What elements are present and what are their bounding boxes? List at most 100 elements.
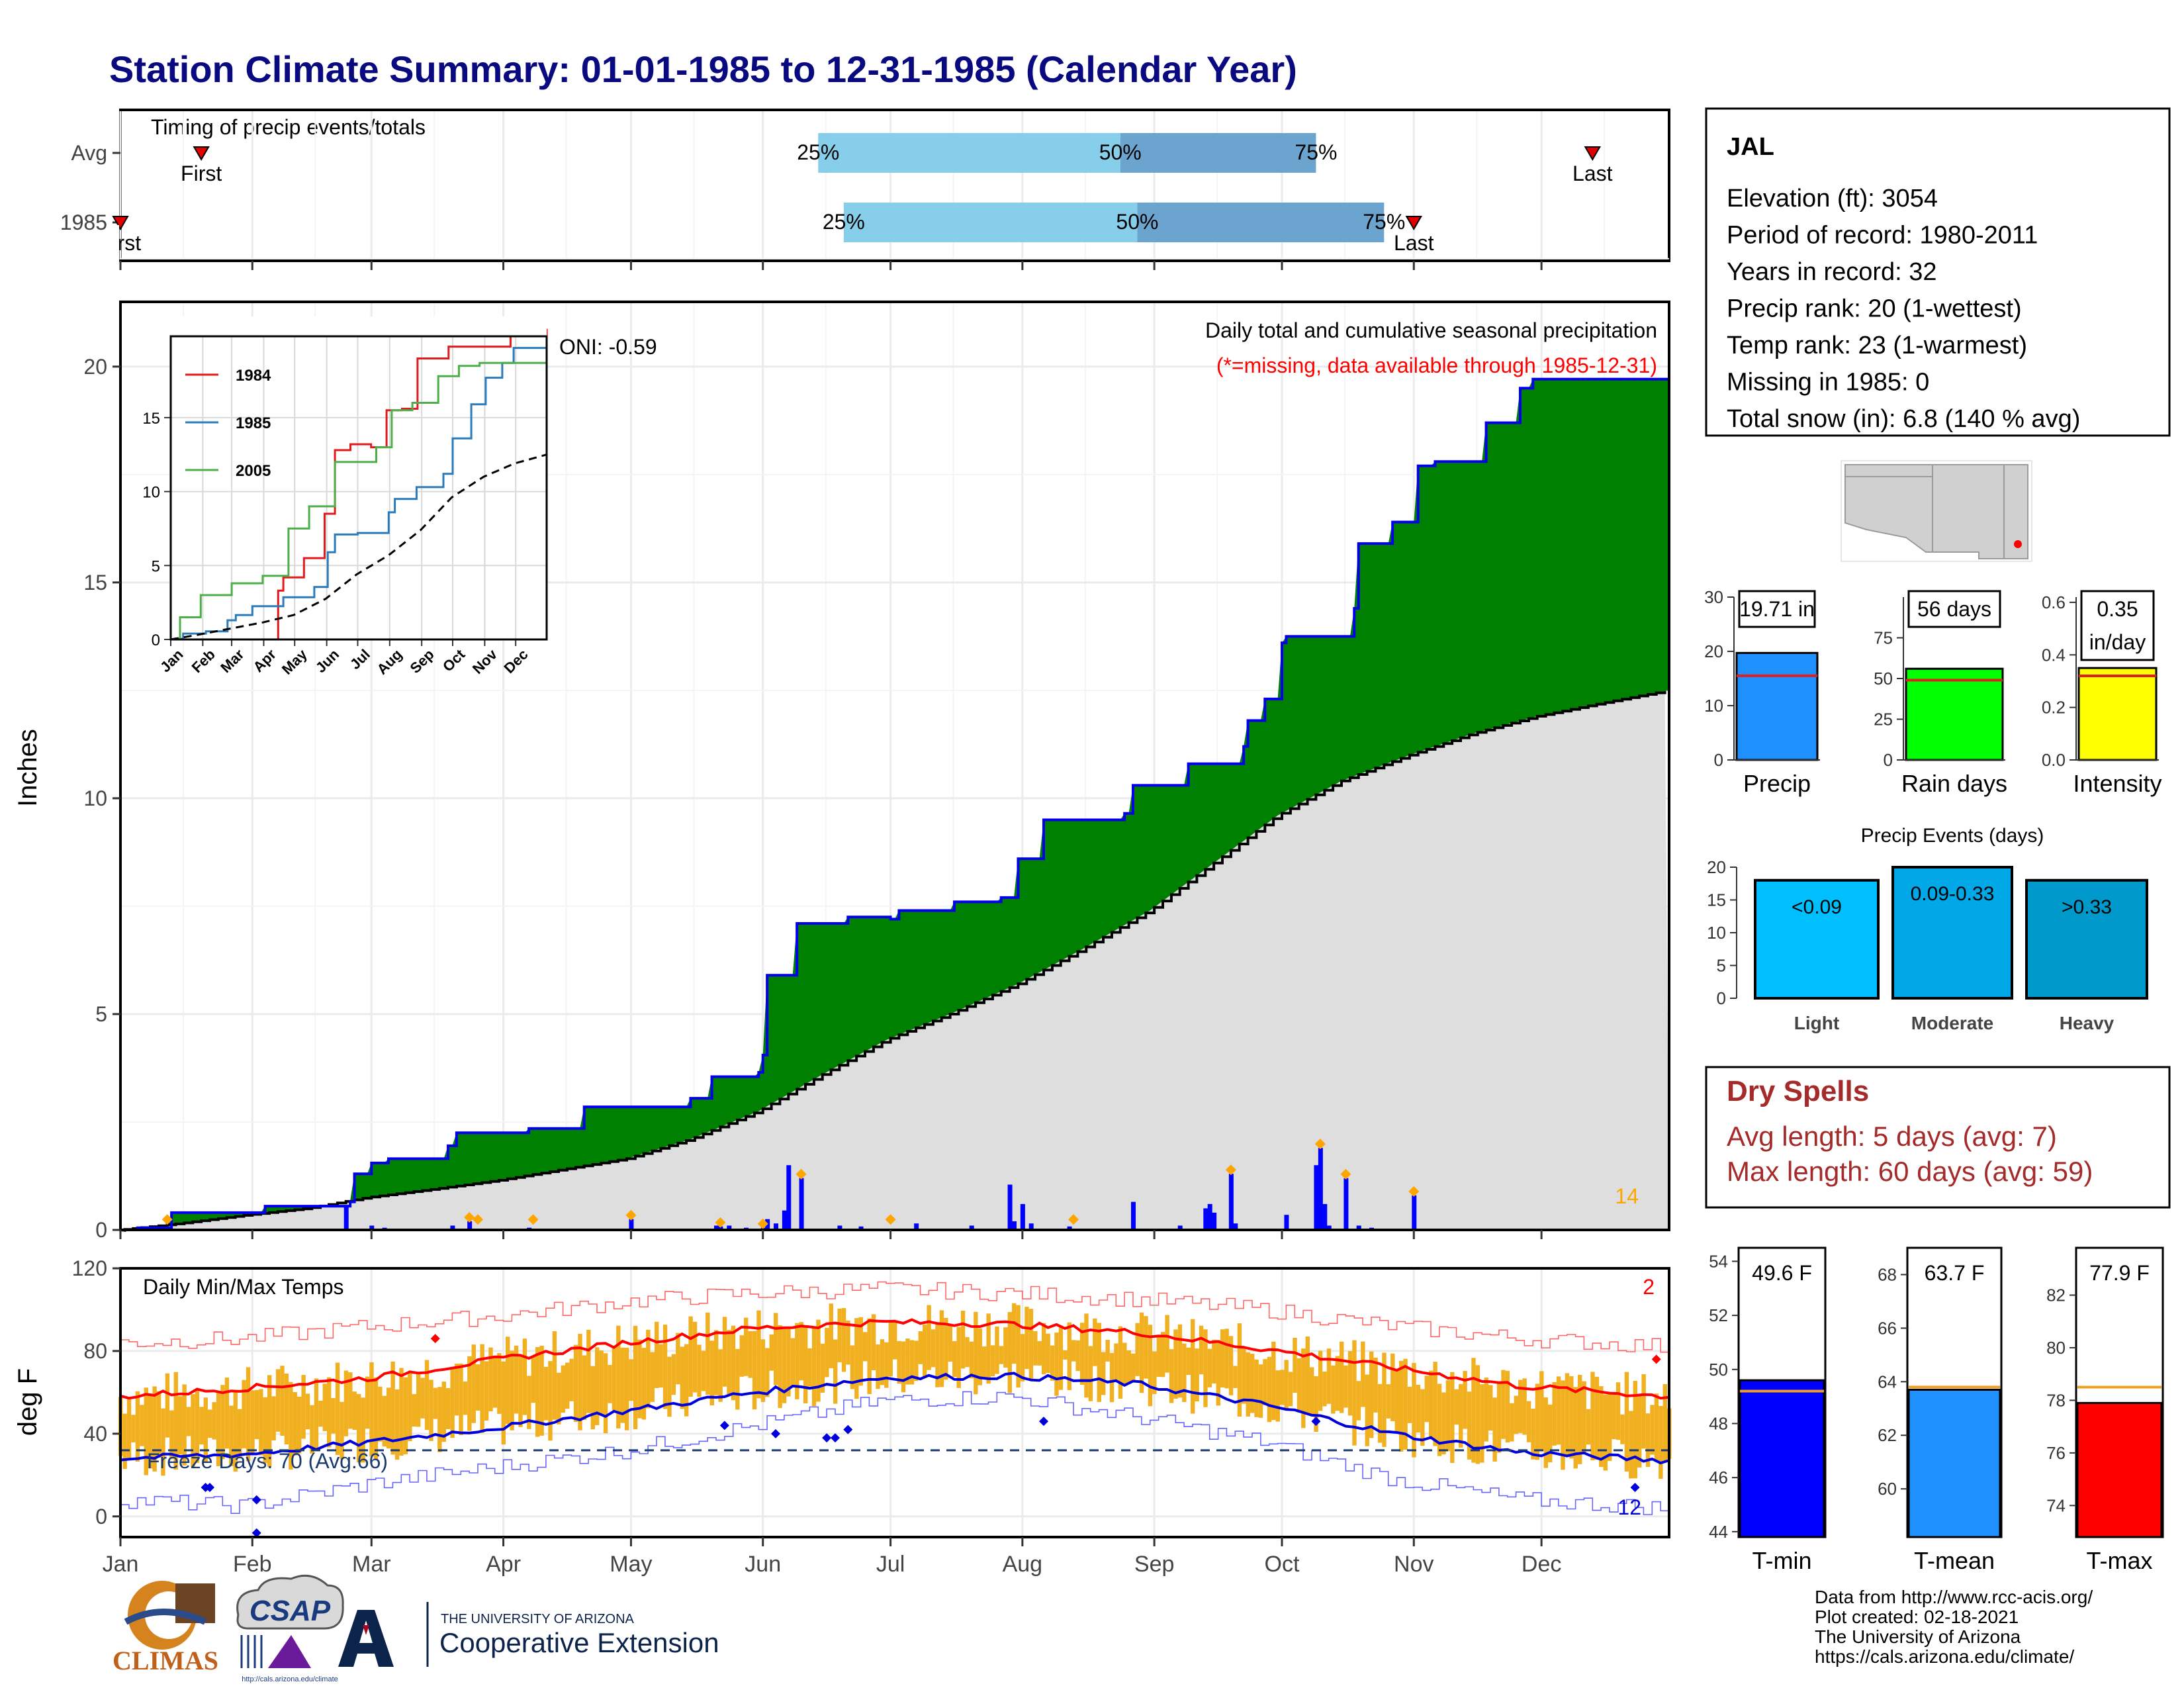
daily-temp-bar xyxy=(454,1364,459,1416)
daily-precip-bar xyxy=(1131,1201,1136,1230)
daily-temp-bar xyxy=(1258,1364,1263,1418)
daily-temp-bar xyxy=(343,1370,349,1436)
daily-temp-bar xyxy=(412,1393,416,1427)
daily-temp-bar xyxy=(1399,1360,1404,1452)
footer-line-4: https://cals.arizona.edu/climate/ xyxy=(1815,1646,2074,1667)
timing-row-label: Avg xyxy=(71,141,107,165)
daily-temp-bar xyxy=(1033,1331,1038,1366)
daily-temp-bar xyxy=(1548,1404,1553,1463)
daily-temp-bar xyxy=(271,1396,276,1441)
first-event-marker xyxy=(193,146,210,161)
daily-temp-bar xyxy=(1182,1343,1187,1402)
timing-row-label-1985: 1985 xyxy=(60,211,107,234)
precip-ytick-label: 0 xyxy=(95,1218,107,1242)
temp-bar-caption: T-mean xyxy=(1914,1547,1995,1574)
daily-temp-bar xyxy=(275,1369,281,1432)
month-label: Jun xyxy=(745,1552,781,1577)
record-low-marker xyxy=(719,1421,729,1430)
daily-temp-bar xyxy=(774,1313,778,1385)
daily-temp-bar xyxy=(1331,1365,1336,1414)
month-label: Feb xyxy=(233,1552,272,1577)
daily-temp-bar xyxy=(1152,1351,1157,1394)
daily-temp-bar xyxy=(1654,1393,1659,1461)
daily-precip-bar xyxy=(1228,1174,1234,1230)
daily-temp-bar xyxy=(1586,1409,1591,1445)
daily-temp-bar xyxy=(463,1382,468,1415)
avg-tmax-line xyxy=(120,1318,1670,1400)
daily-temp-bar xyxy=(229,1405,234,1466)
daily-precip-bar xyxy=(1343,1178,1349,1230)
mini-bar-ytick-label: 0.4 xyxy=(2042,645,2066,665)
daily-temp-bar xyxy=(641,1348,647,1420)
daily-temp-bar xyxy=(803,1326,808,1404)
temp-bar-T-max xyxy=(2076,1401,2163,1538)
daily-precip-bar xyxy=(1322,1203,1328,1230)
temp-bar-value-label: 49.6 F xyxy=(1752,1261,1812,1285)
inset-series-1984 xyxy=(171,328,548,641)
daily-temp-bar xyxy=(820,1343,825,1393)
daily-precip-bar xyxy=(1203,1208,1208,1230)
daily-temp-bar xyxy=(459,1363,463,1435)
first-event-marker xyxy=(112,216,129,230)
daily-temp-bar xyxy=(203,1397,208,1462)
daily-temp-bar xyxy=(156,1391,161,1458)
daily-temp-bar xyxy=(1156,1335,1161,1377)
daily-temp-bar xyxy=(969,1341,974,1379)
mini-bar-Precip xyxy=(1735,651,1819,761)
daily-temp-bar xyxy=(552,1331,557,1420)
daily-temp-bar xyxy=(727,1330,731,1395)
daily-temp-bar xyxy=(1641,1374,1646,1449)
daily-temp-bar xyxy=(790,1338,796,1387)
daily-temp-bar xyxy=(1629,1411,1633,1479)
daily-temp-bar xyxy=(497,1353,502,1414)
inset-series-1985 xyxy=(171,347,547,641)
mini-bar-ytick-label: 20 xyxy=(1704,641,1723,661)
daily-temp-bar xyxy=(1084,1313,1089,1398)
daily-precip-bar xyxy=(467,1221,473,1230)
daily-temp-bar xyxy=(289,1382,293,1470)
daily-temp-bar xyxy=(173,1372,178,1470)
daily-temp-bar xyxy=(378,1386,383,1442)
timing-pct-label: 25% xyxy=(797,140,839,164)
daily-temp-bar xyxy=(956,1327,961,1388)
daily-temp-bar xyxy=(909,1340,915,1385)
daily-temp-bar xyxy=(543,1366,549,1421)
temp-bar-ytick-label: 76 xyxy=(2046,1443,2066,1463)
daily-temp-bar xyxy=(1582,1381,1586,1455)
daily-temp-bar xyxy=(1467,1391,1472,1460)
daily-temp-bar xyxy=(582,1355,587,1420)
daily-temp-bar xyxy=(799,1322,803,1381)
precip-events-chart: Precip Events (days) 0 5 10 15 20 <0.09 Light 0… xyxy=(1707,825,2148,1033)
daily-temp-bar xyxy=(744,1317,749,1376)
daily-temp-bar xyxy=(1403,1358,1408,1450)
csap-logo: CSAP http://cals.arizona.edu/climate xyxy=(236,1574,344,1683)
daily-precip-bar xyxy=(727,1225,732,1230)
timing-bar-25-50 xyxy=(818,133,1120,173)
timing-title: Timing of precip events/totals xyxy=(151,115,426,139)
daily-temp-bar xyxy=(420,1378,425,1419)
daily-precip-bar xyxy=(837,1225,842,1230)
timing-pct-label: 25% xyxy=(823,210,865,234)
daily-temp-bar xyxy=(960,1310,966,1369)
daily-temp-bar xyxy=(437,1387,442,1452)
daily-temp-bar xyxy=(1131,1353,1136,1382)
station-info-line: Elevation (ft): 3054 xyxy=(1727,185,1938,212)
precip-panel: Daily total and cumulative seasonal prec… xyxy=(13,258,1670,1242)
record-low-marker xyxy=(843,1425,853,1434)
first-event-label: First xyxy=(181,162,222,185)
daily-temp-bar xyxy=(1242,1347,1246,1404)
daily-temp-bar xyxy=(250,1390,255,1454)
daily-temp-bar xyxy=(625,1347,629,1430)
daily-precip-marker xyxy=(885,1214,896,1225)
daily-precip-bar xyxy=(914,1223,919,1230)
daily-temp-bar xyxy=(1492,1397,1497,1462)
record-high-line xyxy=(120,1281,1670,1353)
daily-temp-bar xyxy=(850,1345,855,1389)
daily-temp-bar xyxy=(1590,1372,1595,1461)
month-label: Sep xyxy=(1134,1552,1175,1577)
daily-temp-bar xyxy=(662,1325,668,1409)
daily-temp-bar xyxy=(1037,1340,1042,1366)
daily-temp-bar xyxy=(1390,1353,1395,1421)
month-label: Mar xyxy=(352,1552,391,1577)
daily-precip-marker xyxy=(757,1218,768,1229)
